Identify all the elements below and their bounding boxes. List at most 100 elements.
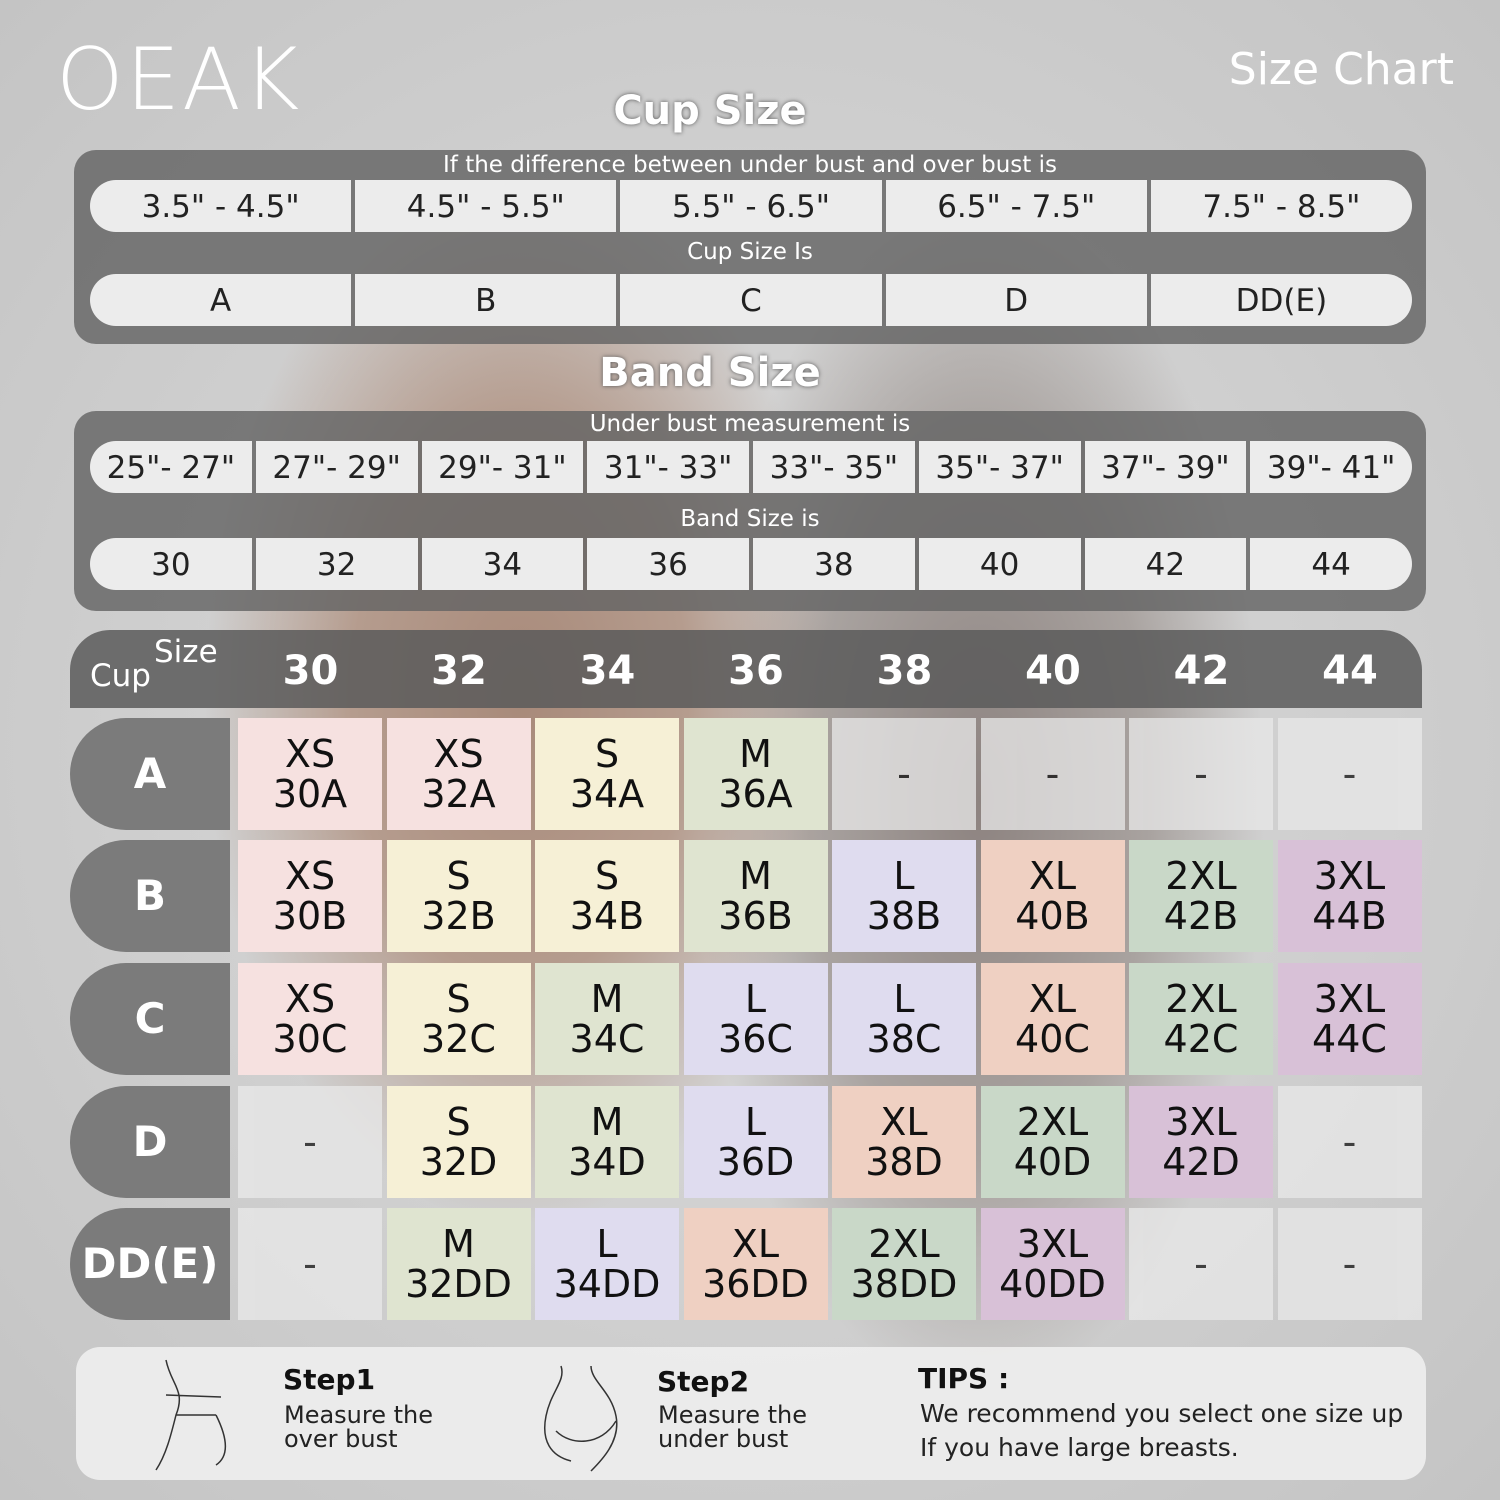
cup-sub2: Cup Size Is bbox=[687, 239, 813, 265]
band-range-row: 25"- 27" 27"- 29" 29"- 31" 31"- 33" 33"- 35"… bbox=[90, 441, 1412, 493]
size-cell: - bbox=[1129, 1208, 1273, 1320]
size-code: 34DD bbox=[553, 1262, 661, 1306]
row-label: DD(E) bbox=[70, 1208, 230, 1320]
cup-size-title: Cup Size bbox=[613, 88, 807, 134]
size-code: 32C bbox=[421, 1017, 496, 1061]
cup-letter-pill: C bbox=[620, 274, 882, 326]
size-letter: L bbox=[893, 977, 915, 1021]
size-cell: XS 32A bbox=[386, 718, 531, 830]
size-letter: S bbox=[446, 854, 471, 898]
size-letter: XL bbox=[1028, 977, 1077, 1021]
size-code: 36B bbox=[718, 894, 793, 938]
size-cell: - bbox=[832, 718, 976, 830]
size-code: 42B bbox=[1163, 894, 1239, 938]
size-letter: S bbox=[594, 732, 620, 776]
size-letter: - bbox=[1194, 1242, 1208, 1286]
column-header: 44 bbox=[1322, 648, 1378, 694]
size-letter: M bbox=[590, 977, 624, 1021]
steps-panel: Step1 Measure the over bust Step2 Measur… bbox=[76, 1347, 1426, 1480]
size-letter: 2XL bbox=[868, 1222, 940, 1266]
size-code: 32D bbox=[419, 1140, 498, 1184]
size-cell: L 38C bbox=[832, 963, 976, 1075]
size-letter: XS bbox=[284, 732, 336, 776]
size-cell: XS 30A bbox=[238, 718, 382, 830]
brand-logo: OEAK bbox=[56, 30, 302, 130]
band-range-pill: 31"- 33" bbox=[587, 441, 749, 493]
cup-range-row: 3.5" - 4.5" 4.5" - 5.5" 5.5" - 6.5" 6.5" - … bbox=[90, 180, 1413, 232]
size-code: 38DD bbox=[850, 1262, 958, 1306]
size-code: 42C bbox=[1163, 1017, 1239, 1061]
chart-title: Size Chart bbox=[1228, 44, 1454, 95]
size-cell: 3XL 44C bbox=[1277, 963, 1422, 1075]
size-code: 34D bbox=[568, 1140, 646, 1184]
size-letter: - bbox=[1045, 752, 1060, 796]
tips-line1: We recommend you select one size up bbox=[920, 1399, 1404, 1428]
band-range-pill: 39"- 41" bbox=[1250, 441, 1412, 493]
size-letter: XS bbox=[433, 732, 484, 776]
tips-title: TIPS : bbox=[918, 1362, 1010, 1395]
size-letter: M bbox=[442, 1222, 475, 1266]
size-code: 38B bbox=[866, 894, 942, 938]
band-sub1: Under bust measurement is bbox=[589, 411, 911, 437]
size-letter: XS bbox=[284, 977, 336, 1021]
size-cell: - bbox=[1277, 718, 1422, 830]
size-letter: - bbox=[303, 1242, 317, 1286]
band-number-pill: 44 bbox=[1250, 538, 1412, 590]
band-number-row: 30 32 34 36 38 40 42 44 bbox=[90, 538, 1412, 590]
size-code: 36A bbox=[718, 772, 793, 816]
band-range-pill: 33"- 35" bbox=[753, 441, 915, 493]
size-letter: XL bbox=[880, 1100, 928, 1144]
cup-letter-row: A B C D DD(E) bbox=[90, 274, 1413, 326]
size-cell: M 36B bbox=[683, 840, 828, 952]
step2-line1: Measure the bbox=[658, 1401, 808, 1429]
band-size-panel: Under bust measurement is 25"- 27" 27"- 2… bbox=[74, 411, 1426, 611]
band-range-pill: 29"- 31" bbox=[421, 441, 584, 493]
row-label: A bbox=[70, 718, 230, 830]
size-cell: 2XL 42C bbox=[1129, 963, 1273, 1075]
size-cell: S 34B bbox=[535, 840, 679, 952]
size-cell: XL 40C bbox=[980, 963, 1125, 1075]
column-header: 40 bbox=[1025, 648, 1081, 694]
size-letter: L bbox=[744, 1100, 767, 1144]
size-cell: - bbox=[1277, 1208, 1422, 1320]
size-cell: M 32DD bbox=[386, 1208, 531, 1320]
cup-letter-pill: D bbox=[885, 274, 1147, 326]
size-letter: L bbox=[893, 854, 915, 898]
step1-title: Step1 bbox=[283, 1363, 376, 1396]
column-header: 30 bbox=[282, 648, 339, 694]
size-cell: 3XL 40DD bbox=[980, 1208, 1125, 1320]
size-code: 34A bbox=[569, 772, 645, 816]
cup-range-pill: 5.5" - 6.5" bbox=[620, 180, 882, 232]
size-letter: M bbox=[590, 1100, 624, 1144]
size-letter: S bbox=[446, 977, 471, 1021]
size-code: 36DD bbox=[702, 1262, 809, 1306]
cup-letter-pill: A bbox=[90, 274, 352, 326]
band-number-pill: 32 bbox=[255, 538, 418, 590]
band-number-pill: 40 bbox=[918, 538, 1081, 590]
column-header: 32 bbox=[431, 648, 487, 694]
corner-size-label: Size bbox=[154, 634, 218, 670]
size-code: 32B bbox=[421, 894, 496, 938]
size-letter: XS bbox=[284, 854, 336, 898]
column-header: 36 bbox=[728, 648, 784, 694]
size-cell: - bbox=[238, 1208, 382, 1320]
size-cell: M 34D bbox=[535, 1086, 679, 1198]
cup-size-panel: If the difference between under bust and… bbox=[74, 150, 1426, 344]
step2-line2: under bust bbox=[658, 1425, 789, 1453]
size-letter: XL bbox=[1028, 854, 1077, 898]
column-header: 34 bbox=[579, 648, 636, 694]
cup-letter-pill: DD(E) bbox=[1150, 274, 1413, 326]
cup-range-pill: 4.5" - 5.5" bbox=[355, 180, 617, 232]
size-letter: - bbox=[1342, 1120, 1357, 1164]
size-code: 32A bbox=[421, 772, 496, 816]
size-code: 36D bbox=[716, 1140, 795, 1184]
step1-line2: over bust bbox=[284, 1425, 398, 1453]
size-letter: M bbox=[739, 854, 772, 898]
step1-line1: Measure the bbox=[284, 1401, 434, 1429]
size-cell: - bbox=[238, 1086, 382, 1198]
cup-range-pill: 7.5" - 8.5" bbox=[1150, 180, 1413, 232]
size-letter: 2XL bbox=[1165, 977, 1237, 1021]
size-code: 34B bbox=[569, 894, 645, 938]
size-code: 44C bbox=[1312, 1017, 1387, 1061]
size-code: 38D bbox=[865, 1140, 943, 1184]
